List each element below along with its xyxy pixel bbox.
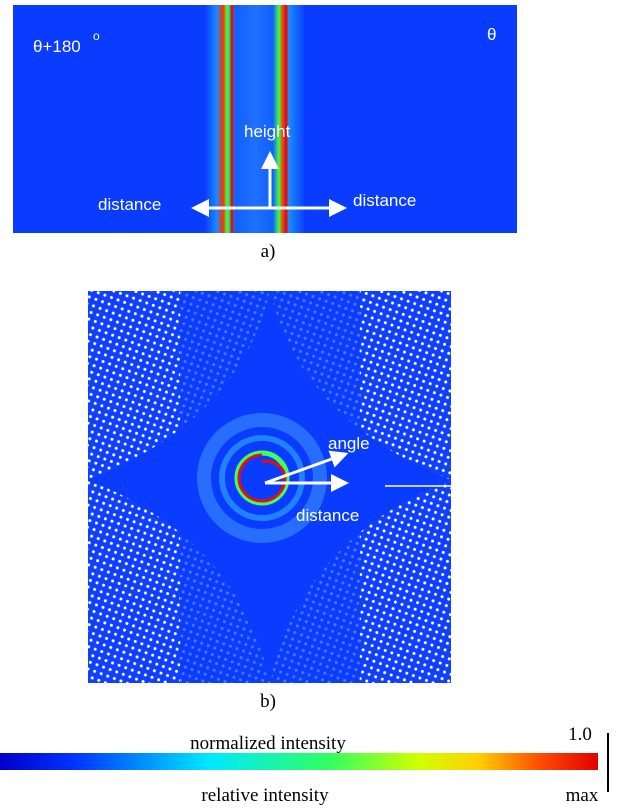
left-label: θ+180 bbox=[33, 37, 81, 56]
left-label-sup: o bbox=[93, 29, 100, 43]
distance-label: distance bbox=[296, 506, 359, 525]
spiral bbox=[237, 453, 287, 503]
panel-a: θ+180 o θ height distance distance bbox=[13, 5, 517, 233]
colorbar-bottom-label: relative intensity bbox=[201, 785, 329, 806]
caption: b) bbox=[260, 691, 276, 712]
caption: a) bbox=[261, 241, 276, 262]
height-label: height bbox=[244, 122, 291, 141]
colorbar-bottom-right: max bbox=[566, 785, 599, 806]
stripe-band bbox=[205, 5, 305, 233]
right-label: θ bbox=[487, 25, 496, 44]
colorbar-top-label: normalized intensity bbox=[190, 733, 346, 754]
ring bbox=[234, 450, 290, 506]
distance-label: distance bbox=[353, 191, 416, 210]
colorbar: normalized intensity 1.0 relative intens… bbox=[0, 724, 609, 806]
colorbar-top-right: 1.0 bbox=[568, 724, 592, 745]
colorbar-gradient bbox=[0, 753, 598, 770]
ring bbox=[219, 435, 305, 521]
distance-label: distance bbox=[98, 195, 161, 214]
ring bbox=[197, 413, 327, 543]
angle-arrow bbox=[264, 450, 349, 485]
angle-label: angle bbox=[328, 434, 370, 453]
panel-b: angle distance bbox=[88, 291, 451, 683]
